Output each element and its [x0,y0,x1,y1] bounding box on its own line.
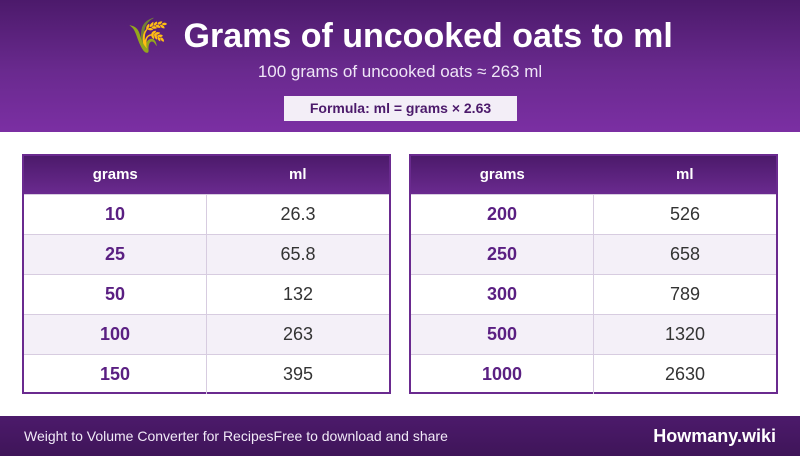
grams-cell: 100 [24,315,207,354]
ml-cell: 26.3 [280,204,316,224]
table-row: 500 1320 [411,314,776,354]
table-row: 200 526 [411,194,776,234]
table-row: 150 395 [24,354,389,394]
formula-badge: Formula: ml = grams × 2.63 [284,96,517,121]
title-row: 🌾 Grams of uncooked oats to ml [0,14,800,58]
grams-cell: 10 [24,195,207,234]
grams-cell: 250 [411,235,594,274]
grams-cell: 500 [411,315,594,354]
ml-cell: 789 [669,284,701,304]
footer-bar: Weight to Volume Converter for RecipesFr… [0,416,800,456]
column-header-ml: ml [675,166,694,183]
ml-cell: 263 [282,324,314,344]
conversion-table-left: grams ml 10 26.3 25 65.8 50 132 100 263 … [22,154,391,394]
ml-cell: 526 [669,204,701,224]
table-header: grams ml [24,156,389,194]
table-header: grams ml [411,156,776,194]
page-title: Grams of uncooked oats to ml [183,17,673,55]
ml-cell: 1320 [664,324,706,344]
column-header-grams: grams [479,166,525,183]
grams-cell: 25 [24,235,207,274]
ml-cell: 395 [282,364,314,384]
footer-tagline-primary: Weight to Volume Converter for Recipes [24,428,274,444]
column-header-ml: ml [288,166,307,183]
table-row: 50 132 [24,274,389,314]
ml-cell: 132 [282,284,314,304]
ml-cell: 65.8 [280,244,316,264]
brand-logo-text: Howmany.wiki [653,426,776,446]
table-row: 250 658 [411,234,776,274]
table-row: 25 65.8 [24,234,389,274]
table-row: 1000 2630 [411,354,776,394]
grams-cell: 150 [24,355,207,394]
page-subtitle: 100 grams of uncooked oats ≈ 263 ml [257,62,543,81]
footer-tagline-secondary: Free to download and share [273,428,448,444]
footer-tagline: Weight to Volume Converter for RecipesFr… [24,416,448,456]
table-row: 300 789 [411,274,776,314]
table-row: 100 263 [24,314,389,354]
wheat-icon: 🌾 [127,17,170,55]
conversion-table-right: grams ml 200 526 250 658 300 789 500 132… [409,154,778,394]
ml-cell: 658 [669,244,701,264]
header-banner: 🌾 Grams of uncooked oats to ml 100 grams… [0,0,800,132]
grams-cell: 50 [24,275,207,314]
table-row: 10 26.3 [24,194,389,234]
column-header-grams: grams [92,166,138,183]
ml-cell: 2630 [664,364,706,384]
grams-cell: 200 [411,195,594,234]
grams-cell: 300 [411,275,594,314]
grams-cell: 1000 [411,355,594,394]
